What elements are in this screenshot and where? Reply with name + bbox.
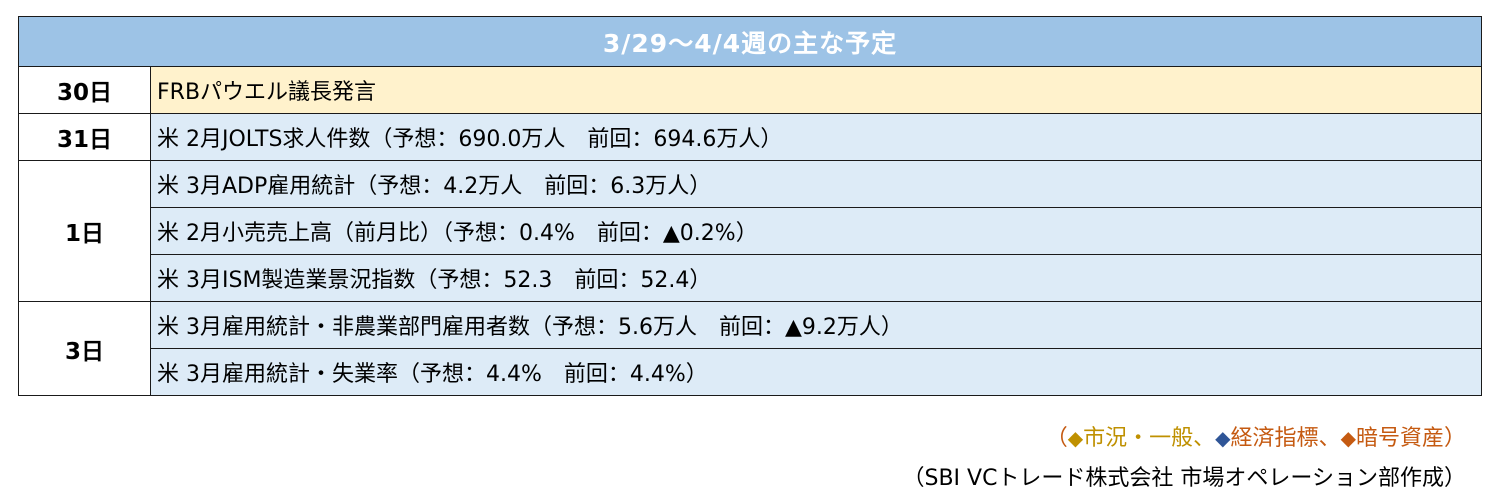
table-row: 米 3月ISM製造業景況指数（予想：52.3 前回：52.4） bbox=[19, 254, 1482, 302]
table-row: 30日 FRBパウエル議長発言 bbox=[18, 66, 1482, 114]
event-cell: 米 2月JOLTS求人件数（予想：690.0万人 前回：694.6万人） bbox=[150, 113, 1482, 161]
table-title: 3/29〜4/4週の主な予定 bbox=[18, 16, 1482, 67]
table-row: 3日 米 3月雇用統計・非農業部門雇用者数（予想：5.6万人 前回：▲9.2万人… bbox=[18, 301, 1482, 396]
diamond-icon: ◆ bbox=[1067, 426, 1084, 450]
event-cell: 米 3月ADP雇用統計（予想：4.2万人 前回：6.3万人） bbox=[150, 160, 1482, 208]
date-cell: 3日 bbox=[18, 301, 151, 396]
legend-item-general: 市況・一般 bbox=[1083, 426, 1194, 451]
event-cell: 米 2月小売売上高（前月比）（予想：0.4% 前回：▲0.2%） bbox=[150, 207, 1482, 255]
diamond-icon: ◆ bbox=[1340, 426, 1356, 450]
legend-separator: 、 bbox=[1318, 426, 1341, 451]
diamond-icon: ◆ bbox=[1215, 426, 1231, 450]
table-row: 1日 米 3月ADP雇用統計（予想：4.2万人 前回：6.3万人） bbox=[18, 160, 1482, 302]
category-legend: （◆市況・一般、◆経済指標、◆暗号資産） bbox=[1046, 420, 1466, 452]
legend-item-indicator: 経済指標 bbox=[1230, 426, 1319, 451]
event-cell: FRBパウエル議長発言 bbox=[150, 66, 1482, 114]
event-cell: 米 3月ISM製造業景況指数（予想：52.3 前回：52.4） bbox=[150, 254, 1482, 302]
table-row: 31日 米 2月JOLTS求人件数（予想：690.0万人 前回：694.6万人） bbox=[18, 113, 1482, 161]
table-header-row: 3/29〜4/4週の主な予定 bbox=[18, 16, 1482, 67]
event-cell: 米 3月雇用統計・非農業部門雇用者数（予想：5.6万人 前回：▲9.2万人） bbox=[150, 301, 1482, 349]
legend-close-paren: ） bbox=[1443, 426, 1466, 451]
table-row: 米 3月雇用統計・失業率（予想：4.4% 前回：4.4%） bbox=[19, 348, 1482, 396]
date-cell: 31日 bbox=[18, 113, 151, 161]
schedule-table: 3/29〜4/4週の主な予定 30日 FRBパウエル議長発言 31日 米 2月J… bbox=[18, 16, 1482, 396]
date-cell: 1日 bbox=[18, 160, 151, 302]
legend-separator: 、 bbox=[1193, 426, 1216, 451]
table-row: 米 2月小売売上高（前月比）（予想：0.4% 前回：▲0.2%） bbox=[19, 207, 1482, 255]
legend-open-paren: （ bbox=[1045, 426, 1068, 451]
date-cell: 30日 bbox=[18, 66, 151, 114]
legend-item-crypto: 暗号資産 bbox=[1355, 426, 1444, 451]
event-cell: 米 3月雇用統計・失業率（予想：4.4% 前回：4.4%） bbox=[150, 348, 1482, 396]
source-credit: （SBI VCトレード株式会社 市場オペレーション部作成） bbox=[902, 466, 1466, 491]
